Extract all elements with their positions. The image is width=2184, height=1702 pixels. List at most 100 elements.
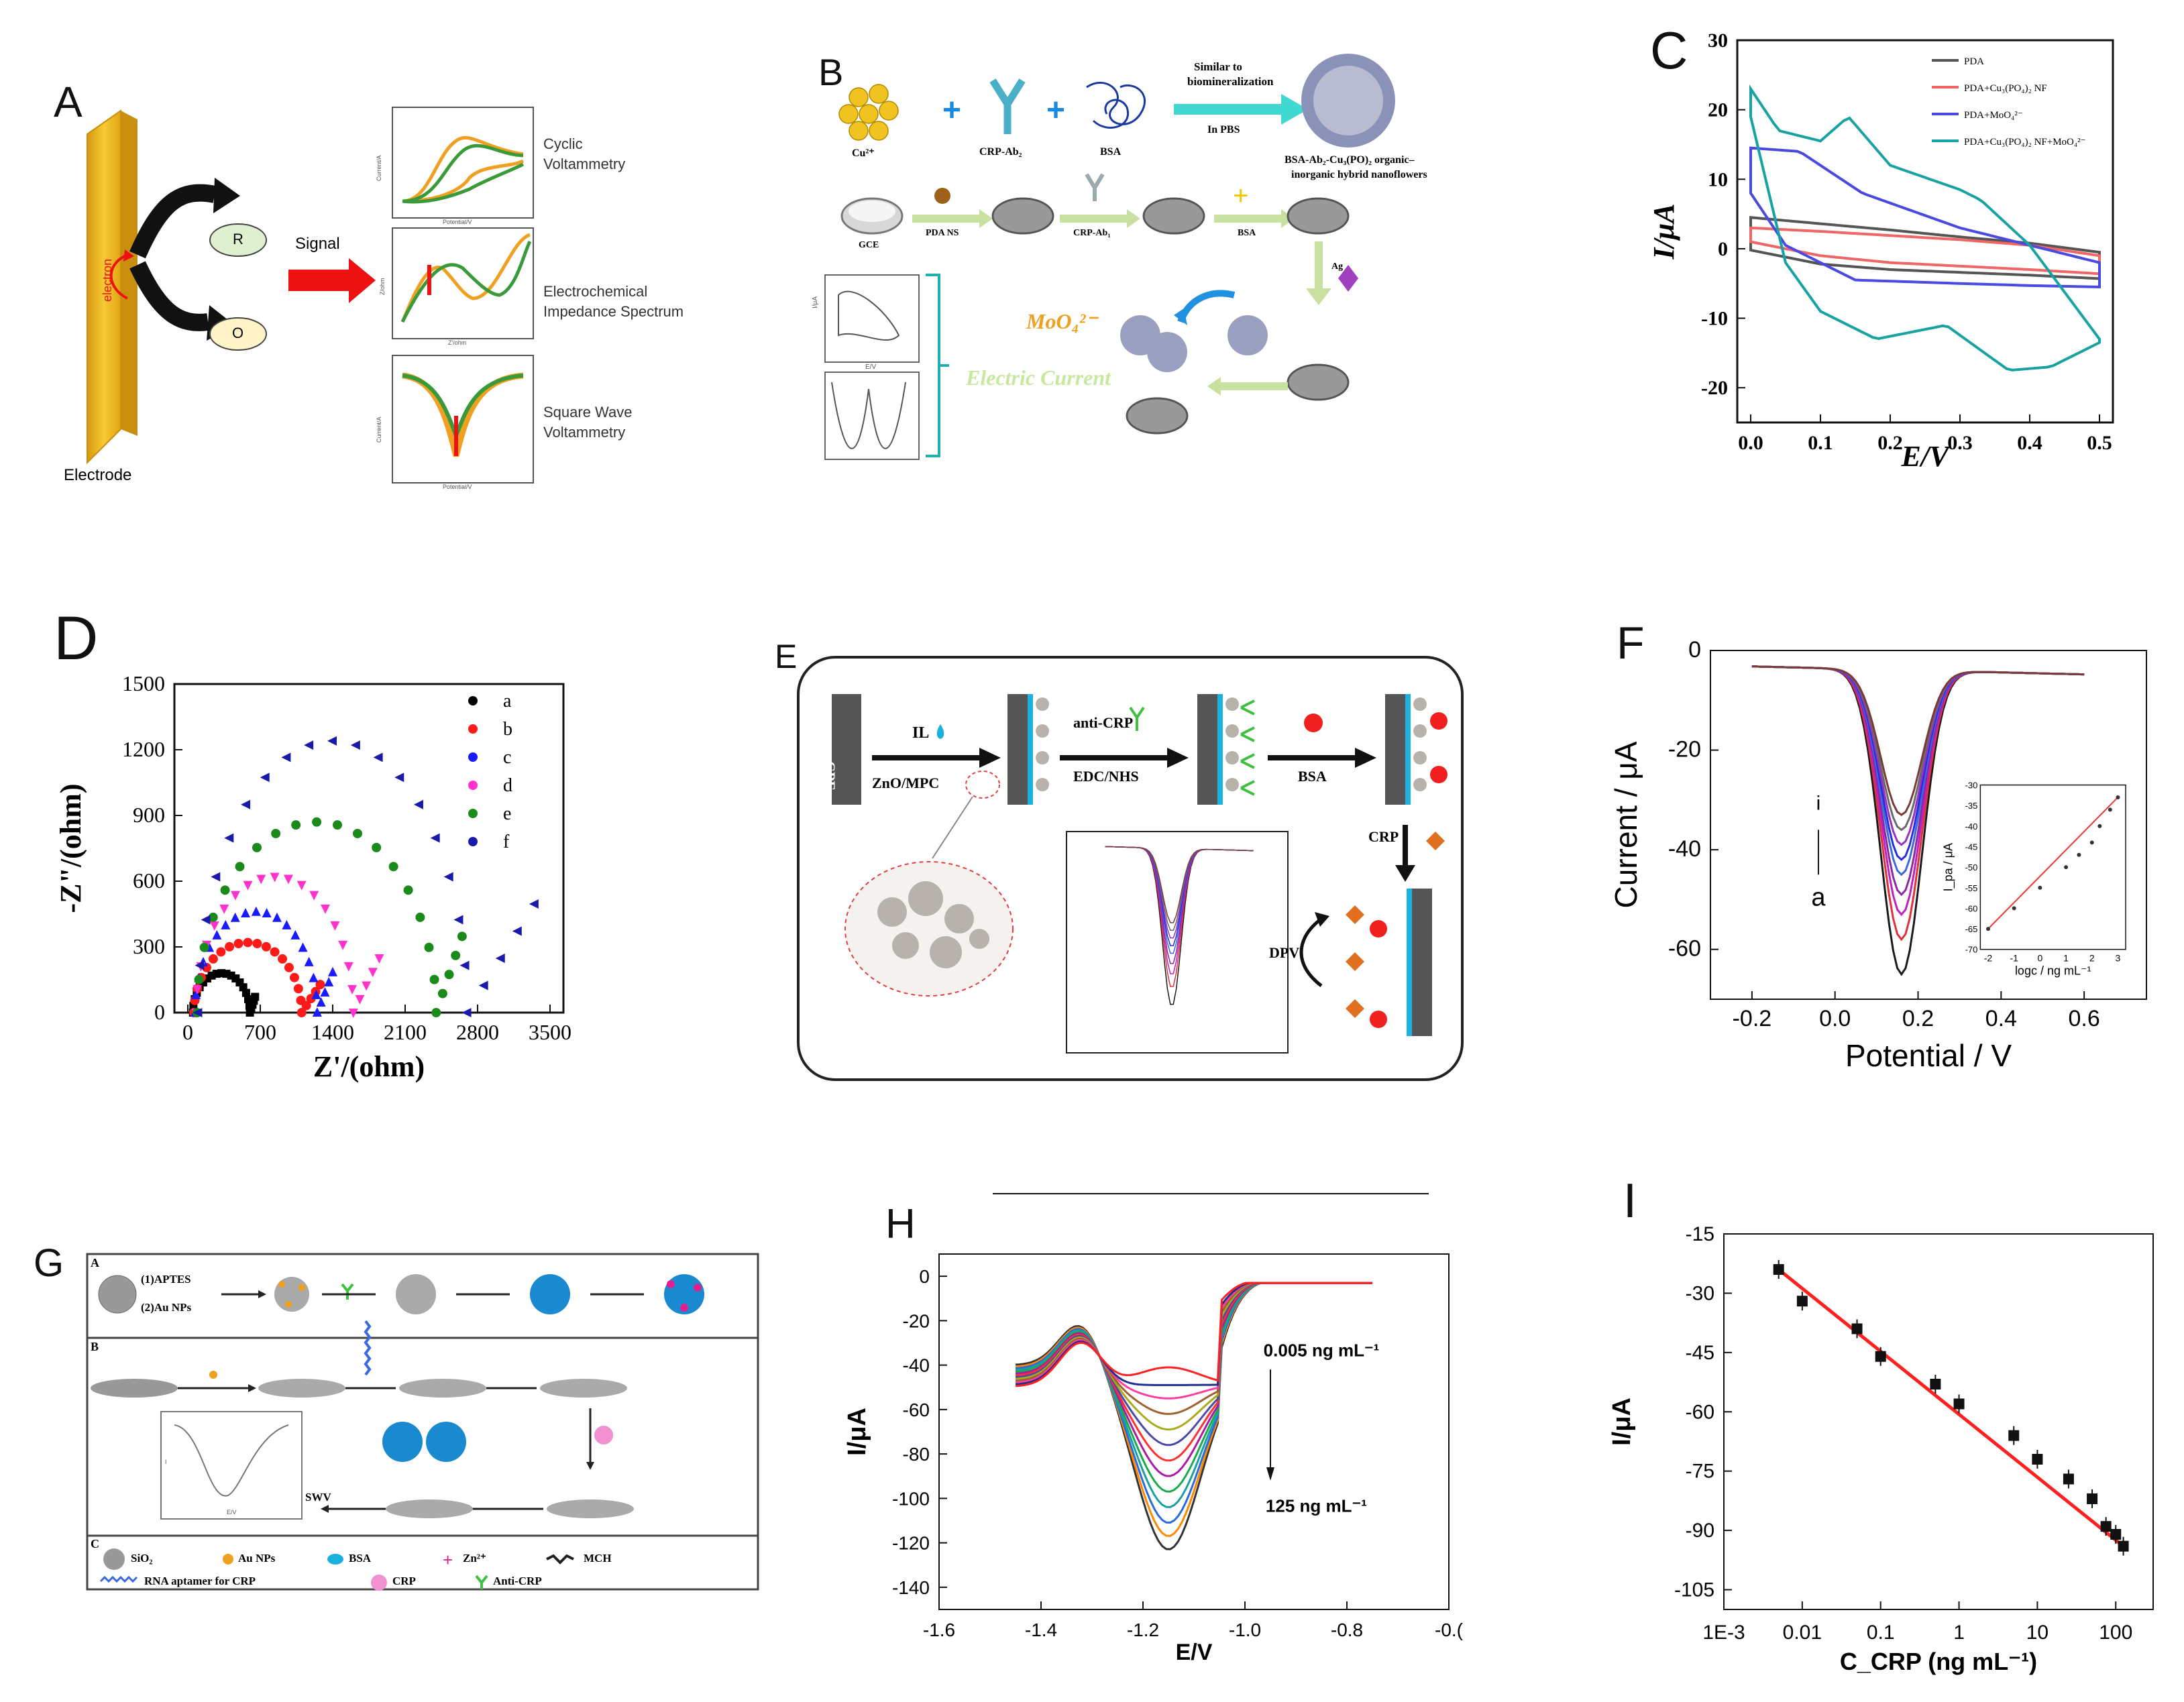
data-point bbox=[362, 981, 372, 991]
mini-xlabel: E/V bbox=[865, 363, 877, 371]
y-tick-label: -60 bbox=[1686, 1401, 1714, 1423]
y-tick-label: 20 bbox=[1708, 99, 1728, 121]
y-tick-label: -75 bbox=[1686, 1461, 1714, 1483]
data-point bbox=[368, 968, 378, 978]
inset-y-tick: -35 bbox=[1965, 801, 1978, 811]
y-tick-label: -60 bbox=[903, 1400, 930, 1420]
data-point bbox=[431, 1008, 441, 1017]
plot-frame bbox=[1736, 39, 2114, 424]
data-point bbox=[241, 908, 251, 918]
x-tick-label: 0.2 bbox=[1877, 432, 1903, 454]
annotation-bottom: 125 ng mL⁻¹ bbox=[1266, 1495, 1367, 1516]
data-point bbox=[333, 820, 343, 830]
inset-point bbox=[2038, 885, 2042, 890]
y-tick-label: -60 bbox=[1668, 936, 1701, 962]
y-tick-label: 0 bbox=[919, 1266, 930, 1287]
x-tick-label: 2800 bbox=[456, 1020, 499, 1044]
data-point bbox=[298, 942, 308, 952]
g-sub-a: A bbox=[91, 1256, 99, 1269]
g-step1: (1)APTES bbox=[141, 1273, 191, 1286]
legend-rna: RNA aptamer for CRP bbox=[144, 1575, 256, 1587]
x-tick-label: 700 bbox=[244, 1020, 276, 1044]
data-point bbox=[394, 773, 404, 783]
ab2-label: CRP-Ab₂ bbox=[979, 146, 1022, 158]
svg-text:+: + bbox=[942, 93, 961, 128]
cv-xlabel: Potential/V bbox=[443, 219, 472, 225]
inset-x-tick: -2 bbox=[1984, 953, 1993, 964]
x-axis-label: Z'/(ohm) bbox=[313, 1050, 425, 1083]
inset-y-tick: -40 bbox=[1965, 821, 1978, 832]
swv-xlabel: Potential/V bbox=[443, 484, 472, 490]
chart-f: -0.2 0.0 0.2 0.4 0.6 0 -20 -40 -60 i a -2 -1 0 1 2 3 -30 -… bbox=[1610, 637, 2147, 1073]
eis-title: Electrochemical Impedance Spectrum bbox=[543, 283, 684, 320]
electrode-label: Electrode bbox=[64, 466, 132, 484]
y-tick-label: -20 bbox=[903, 1310, 930, 1331]
panel-e: E bbox=[765, 624, 1476, 1086]
legend-zn: Zn²⁺ bbox=[463, 1552, 486, 1565]
annotation-a: a bbox=[1811, 884, 1826, 912]
x-tick-label: 0.0 bbox=[1819, 1006, 1851, 1031]
x-tick-label: 1 bbox=[1953, 1622, 1965, 1644]
data-point bbox=[260, 773, 270, 783]
data-point bbox=[283, 874, 293, 885]
panel-label-i: I bbox=[1623, 1174, 1637, 1228]
data-point bbox=[311, 989, 321, 999]
panel-label-f: F bbox=[1617, 618, 1645, 669]
data-point bbox=[529, 899, 539, 909]
data-point bbox=[415, 912, 425, 922]
data-point bbox=[461, 1008, 472, 1017]
data-point bbox=[309, 972, 319, 982]
crp-e-label: CRP bbox=[1368, 828, 1399, 845]
legend-swatch bbox=[468, 781, 478, 790]
data-point bbox=[243, 881, 253, 891]
y-axis-label: I/μA bbox=[843, 1408, 871, 1456]
data-point bbox=[243, 938, 253, 948]
data-point bbox=[201, 915, 211, 925]
panel-c: C 0.0 0.1 0.2 0.3 0.4 0.5 30 20 10 0 -10 -20 PDA PDA+… bbox=[1637, 20, 2173, 490]
biomin-arrow bbox=[1174, 94, 1308, 125]
y-tick-label: -120 bbox=[892, 1533, 930, 1554]
x-tick-label: -1.0 bbox=[1229, 1620, 1261, 1640]
legend-mch: MCH bbox=[584, 1552, 612, 1565]
eis-xlabel: Z'/ohm bbox=[448, 339, 467, 346]
reduced-ellipse bbox=[209, 223, 267, 257]
y-axis-label: Current / μA bbox=[1610, 741, 1643, 908]
data-point bbox=[320, 986, 330, 997]
x-tick-label: 0 bbox=[182, 1020, 193, 1044]
data-point bbox=[327, 736, 337, 746]
x-tick-label: 0.6 bbox=[2069, 1006, 2100, 1031]
g-step2: (2)Au NPs bbox=[141, 1301, 192, 1314]
y-tick-label: -30 bbox=[1686, 1282, 1714, 1304]
panel-label-d: D bbox=[54, 604, 99, 673]
moo4-label: MoO₄²⁻ bbox=[1026, 309, 1097, 333]
data-point bbox=[355, 995, 365, 1005]
panel-a: A Electrode R O electron Signal Cyclic bbox=[0, 0, 738, 536]
inset-point bbox=[1985, 927, 1990, 931]
annotation-arrow-head bbox=[1266, 1467, 1274, 1481]
data-point bbox=[193, 984, 203, 995]
legend-sio2: SiO₂ bbox=[131, 1552, 153, 1565]
signal-arrow bbox=[288, 258, 376, 303]
x-tick-label: 0.4 bbox=[1985, 1006, 2017, 1031]
data-point bbox=[347, 984, 358, 995]
panel-label-g: G bbox=[34, 1241, 64, 1285]
inset-point bbox=[2077, 852, 2081, 857]
crpab1-label: CRP-Ab₁ bbox=[1073, 228, 1111, 238]
svg-text:+: + bbox=[1046, 93, 1065, 128]
x-tick-label: 0.01 bbox=[1783, 1622, 1822, 1644]
g-swv-label: SWV bbox=[305, 1491, 331, 1504]
panel-e-diagram bbox=[797, 656, 1464, 1081]
legend-swatch bbox=[468, 837, 478, 846]
data-point bbox=[224, 833, 234, 843]
data-point bbox=[2063, 1473, 2074, 1485]
data-point bbox=[282, 919, 292, 929]
x-tick-label: -1.6 bbox=[923, 1620, 955, 1640]
y-axis-label: -Z"/(ohm) bbox=[54, 783, 87, 913]
legend-swatch bbox=[468, 696, 478, 705]
x-axis-label: E/V bbox=[1901, 440, 1952, 473]
data-point bbox=[403, 885, 413, 895]
dpv-label: DPV bbox=[1269, 944, 1300, 961]
panel-g-diagram: + bbox=[86, 1253, 759, 1591]
panel-label-e: E bbox=[775, 638, 798, 675]
x-axis-label: C_CRP (ng mL⁻¹) bbox=[1840, 1648, 2037, 1675]
